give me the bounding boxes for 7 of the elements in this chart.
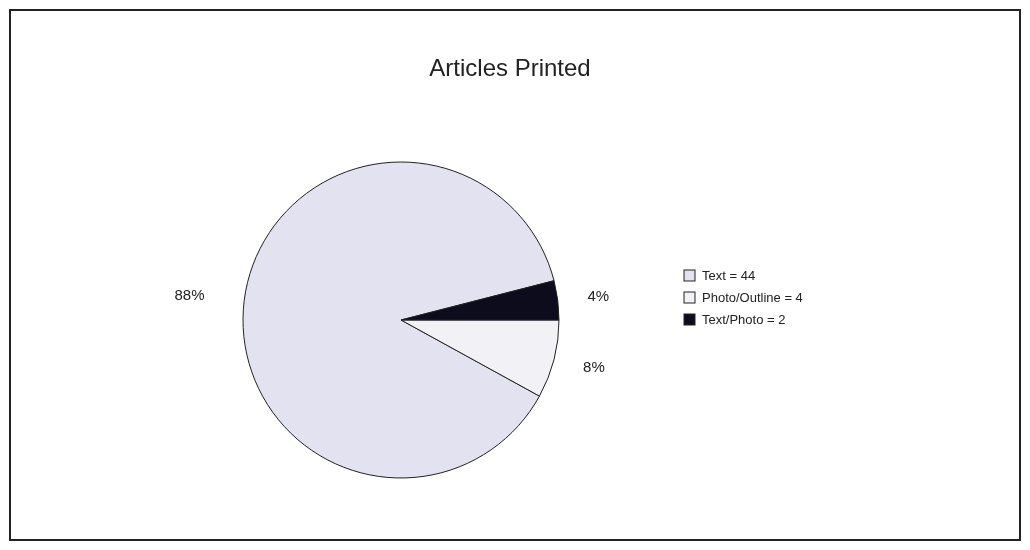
data-label: 88% <box>174 286 205 304</box>
legend-label: Photo/Outline = 4 <box>702 290 803 305</box>
legend-label: Text/Photo = 2 <box>702 312 786 327</box>
chart-title: Articles Printed <box>429 54 591 81</box>
data-label: 8% <box>583 357 605 375</box>
data-label: 4% <box>587 287 610 305</box>
legend-label: Text = 44 <box>702 268 756 283</box>
